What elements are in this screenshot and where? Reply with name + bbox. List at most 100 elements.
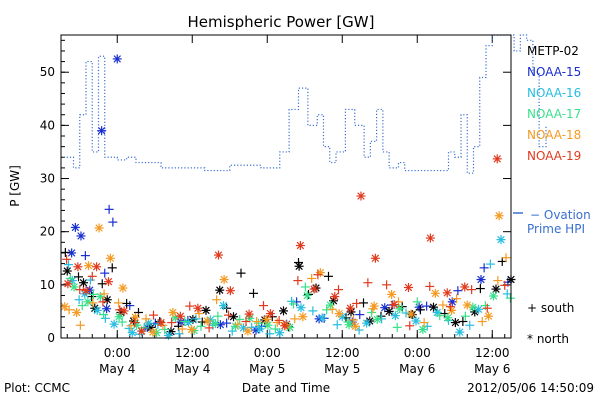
metp-02-south-point — [122, 298, 132, 308]
noaa-18-south-point — [452, 294, 462, 304]
noaa-19-north-point — [370, 253, 380, 263]
metp-02-north-point — [62, 266, 72, 276]
noaa-18-north-point — [462, 300, 472, 310]
noaa-19-south-point — [224, 310, 233, 320]
noaa-19-north-point — [356, 191, 366, 201]
y-axis-ticks: 0 10 20 30 40 50 — [40, 39, 511, 345]
noaa-17-south-point — [289, 299, 298, 309]
noaa-18-south-point — [493, 276, 503, 286]
noaa-19-north-point — [137, 326, 147, 336]
metp-02-south-point — [97, 279, 107, 289]
noaa-16-north-point — [127, 328, 137, 338]
noaa-17-south-point — [300, 282, 310, 292]
noaa-19-north-point — [442, 288, 452, 298]
noaa-16-north-point — [184, 318, 193, 328]
legend-ovation-line2: Prime HPI — [527, 222, 585, 236]
noaa-16-south-point — [191, 314, 201, 324]
noaa-18-north-point — [243, 326, 253, 336]
noaa-17-south-point — [213, 311, 223, 321]
legend-noaa-19: NOAA-19 — [527, 149, 581, 163]
noaa-15-north-point — [70, 222, 80, 232]
noaa-17-south-point — [196, 321, 206, 331]
noaa-18-south-point — [141, 314, 151, 324]
noaa-16-south-point — [465, 320, 475, 330]
noaa-18-south-point — [88, 298, 98, 308]
noaa-15-north-point — [112, 54, 122, 64]
metp-02-south-point — [74, 272, 83, 282]
metp-02-south-point — [87, 292, 97, 302]
noaa-18-south-point — [272, 318, 282, 328]
x-axis-label: Date and Time — [242, 381, 330, 395]
noaa-18-south-point — [252, 317, 262, 327]
noaa-19-south-point — [130, 318, 140, 328]
noaa-19-north-point — [225, 286, 235, 296]
noaa-18-north-point — [350, 321, 360, 331]
legend-noaa-15: NOAA-15 — [527, 65, 581, 79]
noaa-18-north-point — [60, 302, 70, 312]
noaa-17-north-point — [395, 304, 405, 314]
metp-02-north-point — [429, 302, 438, 312]
y-tick-label: 20 — [40, 225, 55, 239]
noaa-18-north-point — [484, 311, 493, 321]
noaa-18-south-point — [349, 315, 358, 325]
noaa-19-south-point — [482, 303, 492, 313]
noaa-18-south-point — [75, 320, 85, 330]
metp-02-south-point — [475, 284, 485, 294]
noaa-16-south-point — [401, 308, 411, 318]
noaa-15-south-point — [108, 217, 118, 227]
x-tick-time: 12:00 — [325, 346, 360, 360]
legend-metp-02: METP-02 — [527, 44, 579, 58]
noaa-18-north-point — [494, 211, 504, 221]
y-tick-label: 50 — [40, 65, 55, 79]
noaa-16-south-point — [485, 259, 495, 269]
noaa-19-north-point — [330, 292, 340, 302]
legend-south-marker: + south — [527, 301, 574, 315]
noaa-18-north-point — [447, 305, 457, 315]
legend-ovation-line1: − Ovation — [530, 208, 591, 222]
noaa-16-north-point — [144, 318, 153, 328]
metp-02-south-point — [236, 268, 246, 278]
metp-02-north-point — [215, 285, 225, 295]
noaa-15-south-point — [100, 268, 110, 278]
noaa-19-south-point — [445, 302, 455, 312]
metp-02-south-point — [458, 317, 468, 327]
x-tick-date: May 4 — [99, 362, 135, 376]
noaa-15-south-point — [479, 263, 489, 273]
noaa-18-north-point — [168, 307, 178, 317]
noaa-17-south-point — [77, 301, 87, 311]
noaa-17-north-point — [302, 290, 312, 300]
noaa-18-north-point — [387, 289, 397, 299]
noaa-18-north-point — [105, 253, 115, 263]
legend-noaa-18: NOAA-18 — [527, 128, 581, 142]
noaa-18-south-point — [368, 304, 378, 314]
legend: METP-02 NOAA-15 NOAA-16 NOAA-17 NOAA-18 NOAA-… — [513, 44, 591, 346]
observation-markers — [60, 54, 516, 340]
y-axis-label: P [GW] — [8, 165, 22, 207]
noaa-18-north-point — [219, 275, 229, 285]
noaa-18-north-point — [430, 288, 440, 298]
noaa-19-south-point — [425, 281, 435, 291]
noaa-19-south-point — [62, 254, 72, 264]
noaa-18-north-point — [72, 307, 82, 317]
noaa-17-north-point — [325, 300, 335, 310]
noaa-19-north-point — [193, 303, 203, 313]
metp-02-south-point — [107, 263, 117, 273]
noaa-17-north-point — [230, 321, 240, 331]
chart-title: Hemispheric Power [GW] — [188, 13, 375, 31]
noaa-17-south-point — [235, 314, 245, 324]
legend-north-marker: * north — [527, 332, 569, 346]
noaa-18-south-point — [327, 304, 337, 314]
noaa-16-north-point — [92, 305, 102, 315]
noaa-16-south-point — [100, 313, 110, 323]
metp-02-south-point — [197, 317, 207, 327]
noaa-18-north-point — [130, 312, 140, 322]
noaa-18-south-point — [194, 309, 204, 319]
noaa-19-south-point — [363, 278, 373, 288]
noaa-19-north-point — [119, 306, 129, 316]
metp-02-south-point — [134, 307, 143, 317]
noaa-19-north-point — [73, 262, 83, 272]
noaa-17-south-point — [160, 324, 170, 334]
y-tick-label: 10 — [40, 278, 55, 292]
noaa-19-north-point — [156, 318, 166, 328]
